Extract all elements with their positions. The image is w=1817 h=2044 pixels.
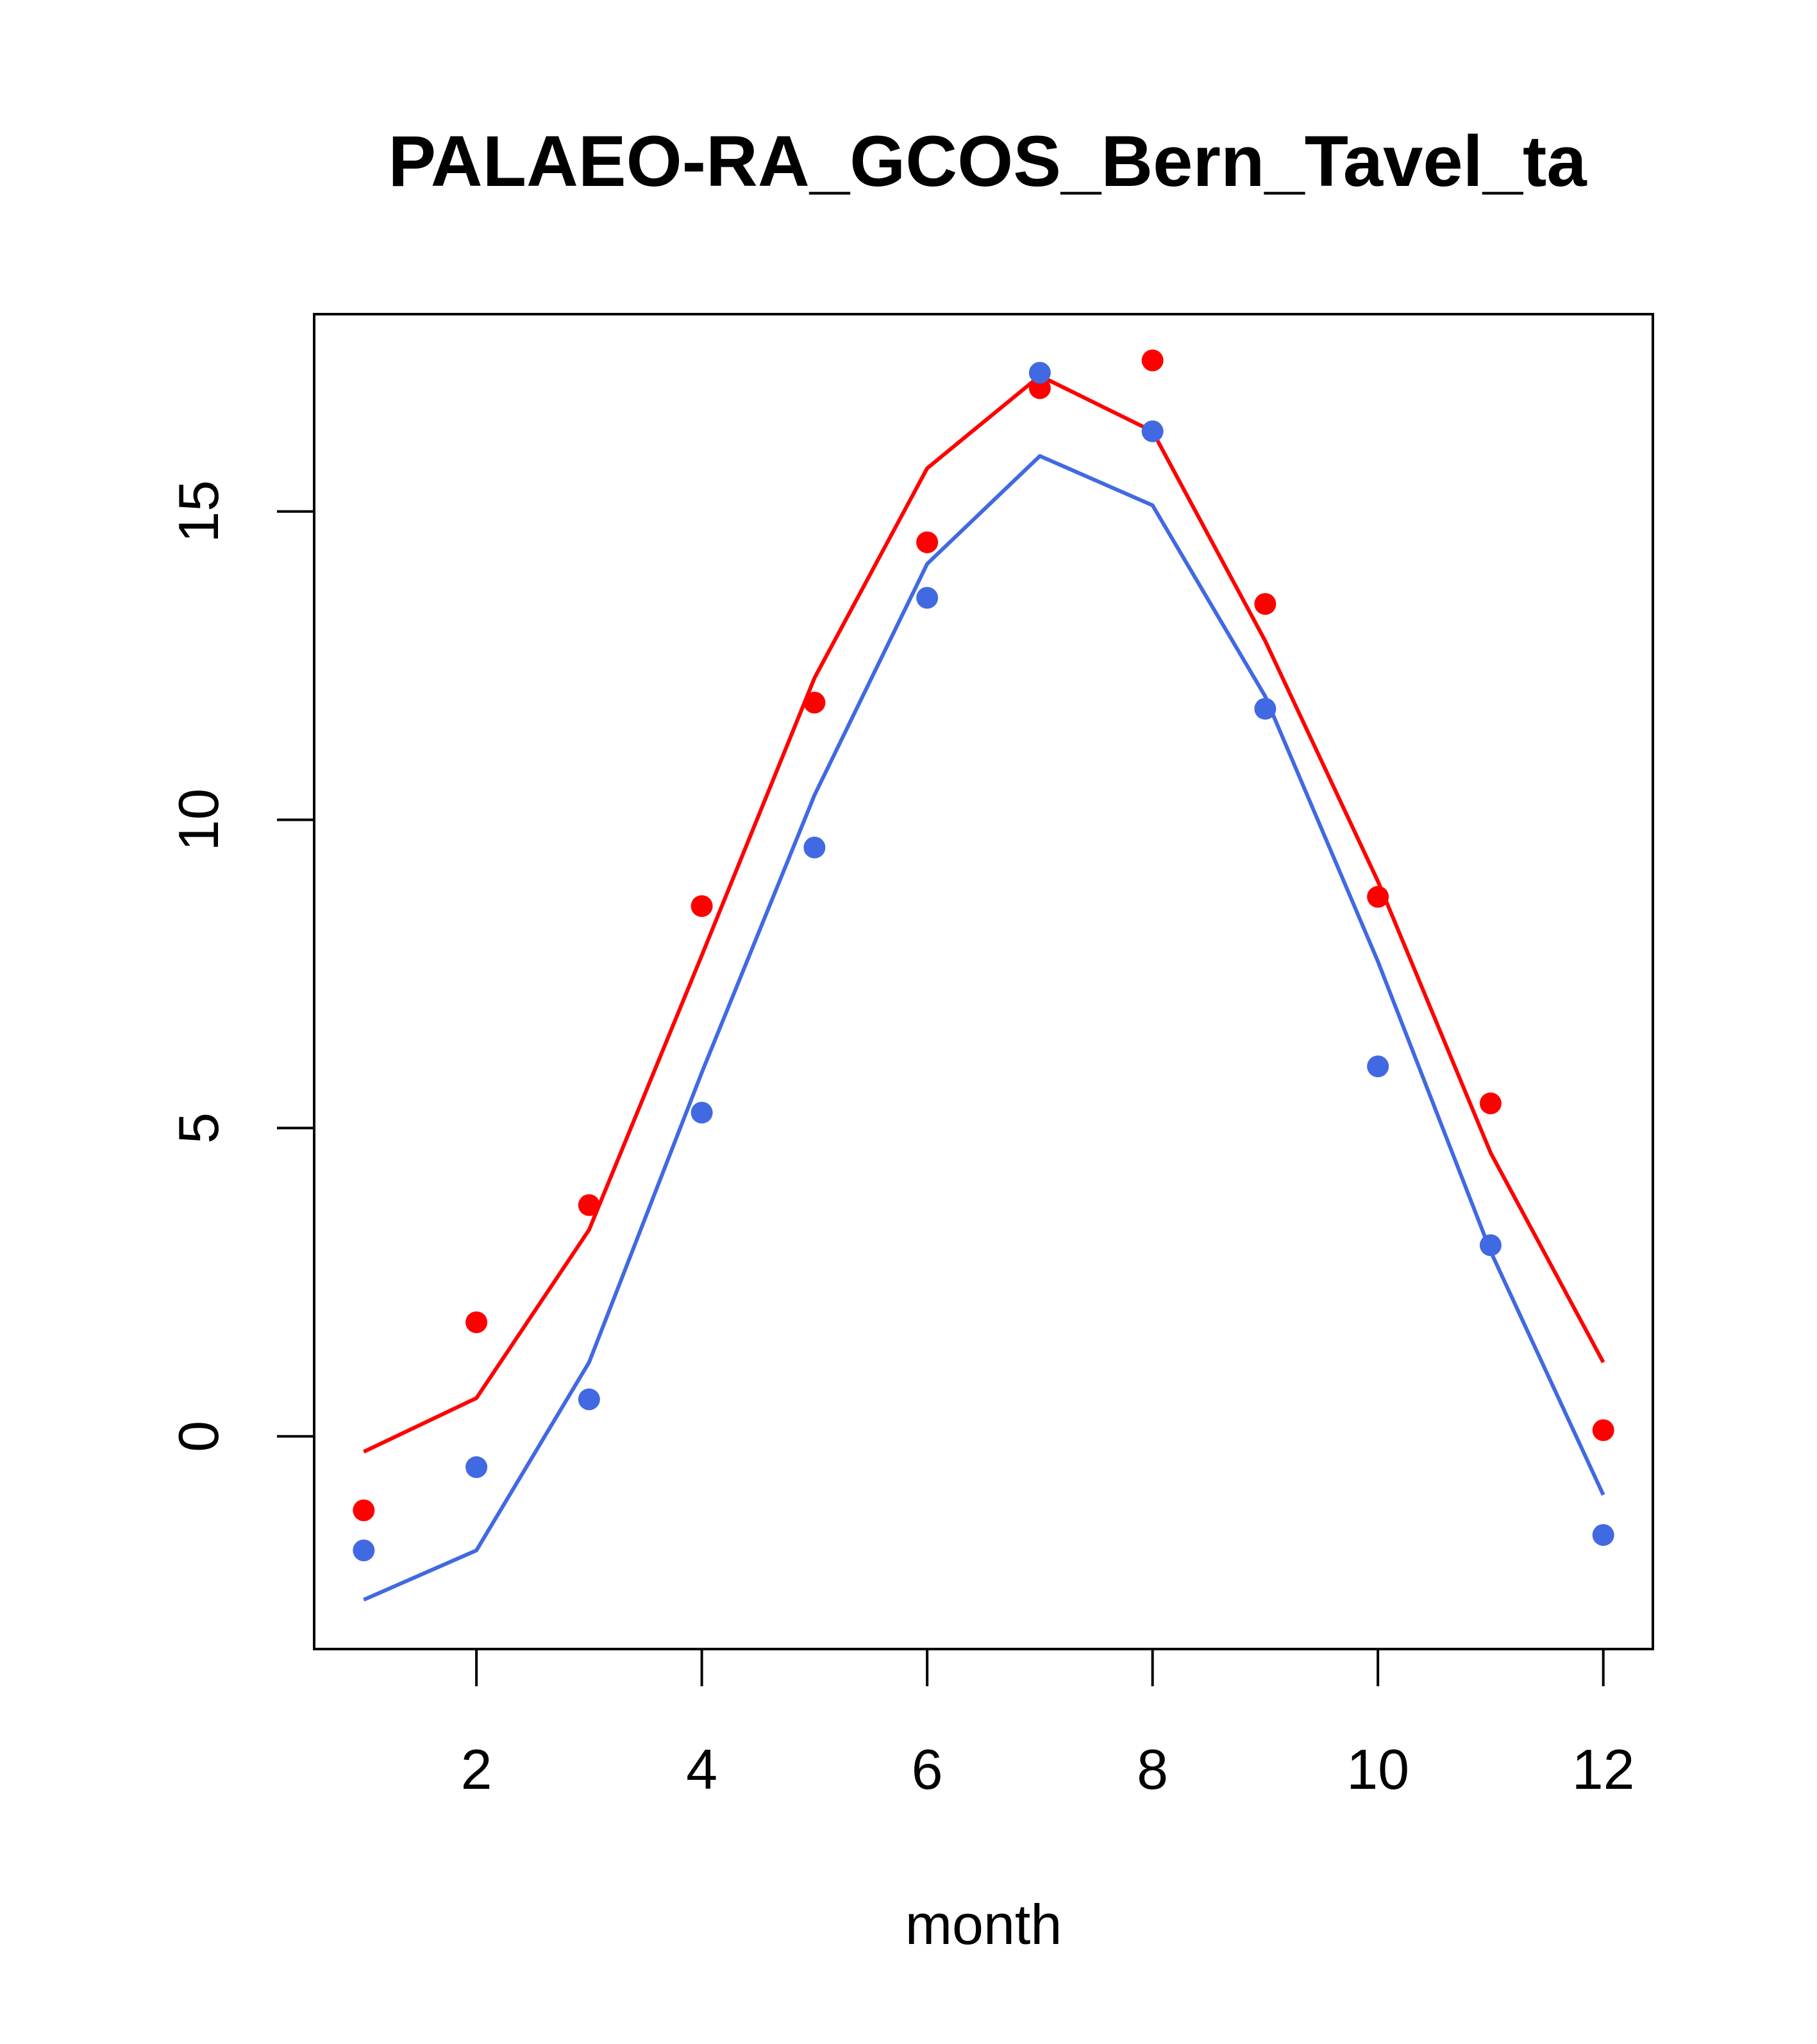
- x-tick-label: 12: [1572, 1738, 1635, 1801]
- series-2-point: [691, 1102, 713, 1124]
- series-1-point: [578, 1194, 600, 1216]
- series-1-point: [691, 895, 713, 917]
- x-tick-label: 6: [912, 1738, 943, 1801]
- series-1-point: [803, 691, 826, 714]
- x-tick-label: 2: [461, 1738, 492, 1801]
- series-2-point: [1028, 362, 1051, 384]
- y-axis: 0 5 10 15: [167, 480, 315, 1452]
- series-2-line: [363, 454, 1605, 1602]
- series-2-point: [1141, 420, 1164, 442]
- y-tick-label: 5: [167, 1112, 230, 1144]
- y-tick-label: 0: [167, 1421, 230, 1452]
- x-axis: 2 4 6 8 10 12: [461, 1648, 1635, 1801]
- y-tick-label: 10: [167, 789, 230, 851]
- series-1-line: [363, 374, 1605, 1454]
- chart-title: PALAEO-RA_GCOS_Bern_Tavel_ta: [388, 121, 1587, 201]
- plot-frame: [313, 313, 1654, 1650]
- series-1-point: [1367, 885, 1389, 908]
- series-2-point: [578, 1388, 600, 1411]
- series-2-point: [465, 1456, 488, 1479]
- series-2-point: [916, 587, 939, 609]
- series-1-point: [1254, 592, 1277, 615]
- series-2-point: [1592, 1524, 1614, 1546]
- series-1-point: [353, 1499, 375, 1521]
- x-tick-label: 4: [686, 1738, 717, 1801]
- series-layer: [353, 349, 1614, 1602]
- x-tick-label: 8: [1137, 1738, 1168, 1801]
- series-1-point: [1141, 349, 1164, 372]
- series-2-point: [1367, 1055, 1389, 1078]
- series-1-point: [1592, 1419, 1614, 1441]
- series-1-point: [916, 531, 939, 553]
- series-1-point: [1028, 377, 1051, 399]
- series-2-point: [353, 1539, 375, 1562]
- series-1-point: [465, 1311, 488, 1334]
- series-2-point: [1254, 698, 1277, 720]
- series-1-point: [1479, 1092, 1502, 1114]
- x-axis-label: month: [905, 1893, 1062, 1956]
- series-2-point: [803, 836, 826, 859]
- series-2-point: [1479, 1234, 1502, 1257]
- y-tick-label: 15: [167, 480, 230, 543]
- x-tick-label: 10: [1346, 1738, 1409, 1801]
